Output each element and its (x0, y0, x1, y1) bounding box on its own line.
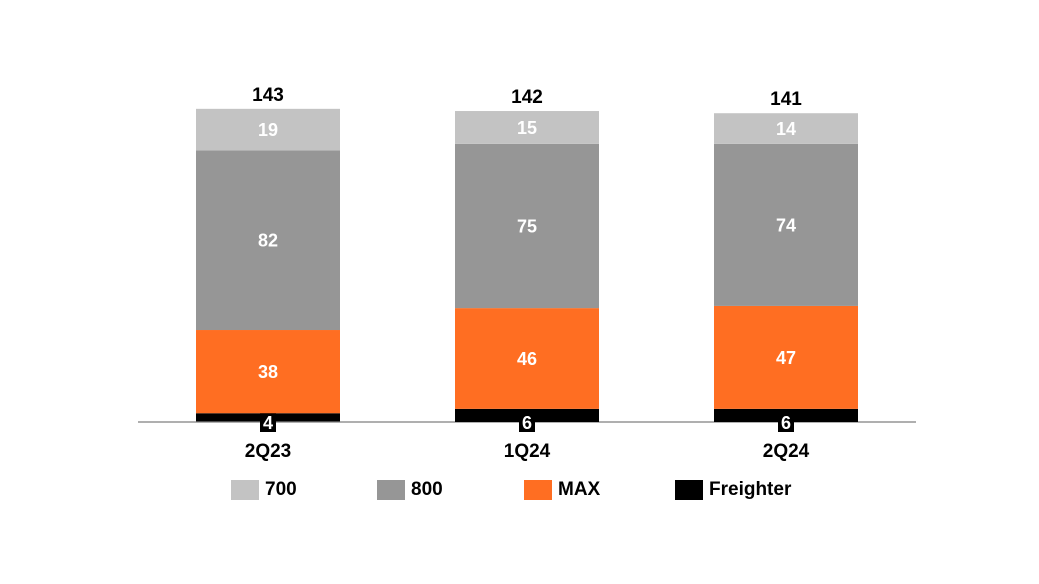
bar-segment-max-2q24 (714, 305, 858, 409)
bar-segment-700-2q24 (714, 113, 858, 144)
legend-swatch-freighter (675, 480, 703, 500)
bar-segment-800-1q24 (455, 143, 599, 309)
legend-swatch-800 (377, 480, 405, 500)
legend-swatch-max (524, 480, 552, 500)
total-label-2q24: 141 (770, 89, 802, 110)
legend-item-800: 800 (377, 478, 443, 502)
legend: 700 800 MAX Freighter (0, 478, 1039, 504)
stacked-bar-chart: 4 38 82 19 143 2Q23 6 46 75 15 142 1Q24 6 47 74 14 141 2Q… (138, 85, 916, 462)
data-label-box-freighter-1q24 (519, 412, 535, 432)
data-label-700-1q24: 15 (517, 118, 537, 138)
bar-segment-800-2q23 (196, 150, 340, 331)
legend-label-max: MAX (558, 479, 601, 500)
category-label-1q24: 1Q24 (504, 441, 551, 462)
data-label-box-freighter-2q23 (260, 412, 276, 432)
total-label-1q24: 142 (511, 87, 543, 108)
legend-item-max: MAX (524, 478, 600, 502)
data-label-700-2q24: 14 (776, 119, 796, 139)
legend-swatch-700 (231, 480, 259, 500)
legend-item-freighter: Freighter (675, 478, 791, 502)
data-label-max-2q23: 38 (258, 362, 278, 382)
data-label-freighter-1q24: 6 (522, 413, 532, 433)
bar-segment-700-2q23 (196, 108, 340, 151)
data-label-800-1q24: 75 (517, 216, 537, 236)
data-label-700-2q23: 19 (258, 120, 278, 140)
legend-label-800: 800 (411, 479, 443, 500)
total-label-2q23: 143 (252, 85, 284, 106)
legend-label-freighter: Freighter (709, 479, 792, 500)
legend-label-700: 700 (265, 479, 297, 500)
data-label-max-1q24: 46 (517, 349, 537, 369)
data-label-box-freighter-2q24 (778, 412, 794, 432)
legend-item-700: 700 (231, 478, 297, 502)
data-label-max-2q24: 47 (776, 348, 796, 368)
bar-segment-800-2q24 (714, 143, 858, 306)
bar-segment-max-1q24 (455, 308, 599, 409)
category-label-2q23: 2Q23 (245, 441, 291, 462)
data-label-800-2q24: 74 (776, 215, 796, 235)
bar-segment-700-1q24 (455, 111, 599, 144)
data-label-freighter-2q23: 4 (263, 413, 273, 433)
category-label-2q24: 2Q24 (763, 441, 810, 462)
data-label-freighter-2q24: 6 (781, 413, 791, 433)
data-label-800-2q23: 82 (258, 231, 278, 251)
bar-segment-max-2q23 (196, 330, 340, 414)
